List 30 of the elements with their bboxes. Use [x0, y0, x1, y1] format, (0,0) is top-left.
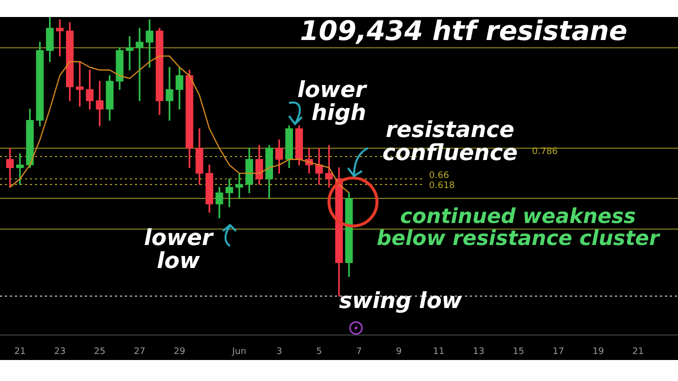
- annotation: swing low: [339, 289, 464, 314]
- annotation: lower low: [143, 226, 214, 274]
- x-tick-label: 25: [94, 346, 106, 357]
- candlestick: [16, 153, 24, 185]
- x-tick-label: 21: [632, 346, 644, 357]
- annotation: 0.618: [429, 181, 456, 192]
- x-tick-label: 11: [432, 346, 444, 357]
- annotation: continued weakness below resistance cluster: [376, 204, 662, 250]
- candlestick: [315, 148, 323, 185]
- x-tick-label: 7: [356, 346, 362, 357]
- candlestick: [166, 66, 174, 121]
- candlestick: [325, 145, 333, 188]
- annotation: 0.786: [532, 147, 559, 158]
- x-tick-label: 15: [512, 346, 524, 357]
- x-tick-label: 13: [472, 346, 484, 357]
- x-tick-label: 27: [134, 346, 146, 357]
- annotation: 109,434 htf resistane: [300, 16, 628, 47]
- annotation: lower high: [296, 78, 366, 126]
- x-tick-label: 19: [592, 346, 604, 357]
- x-tick-label: 17: [552, 346, 564, 357]
- candlestick: [6, 148, 14, 188]
- x-tick-label: 29: [174, 346, 186, 357]
- annotation: 0.66: [429, 171, 450, 181]
- x-tick-label: Jun: [231, 346, 246, 357]
- x-tick-label: 9: [396, 346, 402, 357]
- annotation: resistance confluence: [381, 118, 519, 166]
- x-tick-label: 3: [276, 346, 282, 357]
- x-tick-label: 21: [14, 346, 26, 357]
- x-tick-label: 5: [316, 346, 322, 357]
- x-tick-label: 23: [54, 346, 66, 357]
